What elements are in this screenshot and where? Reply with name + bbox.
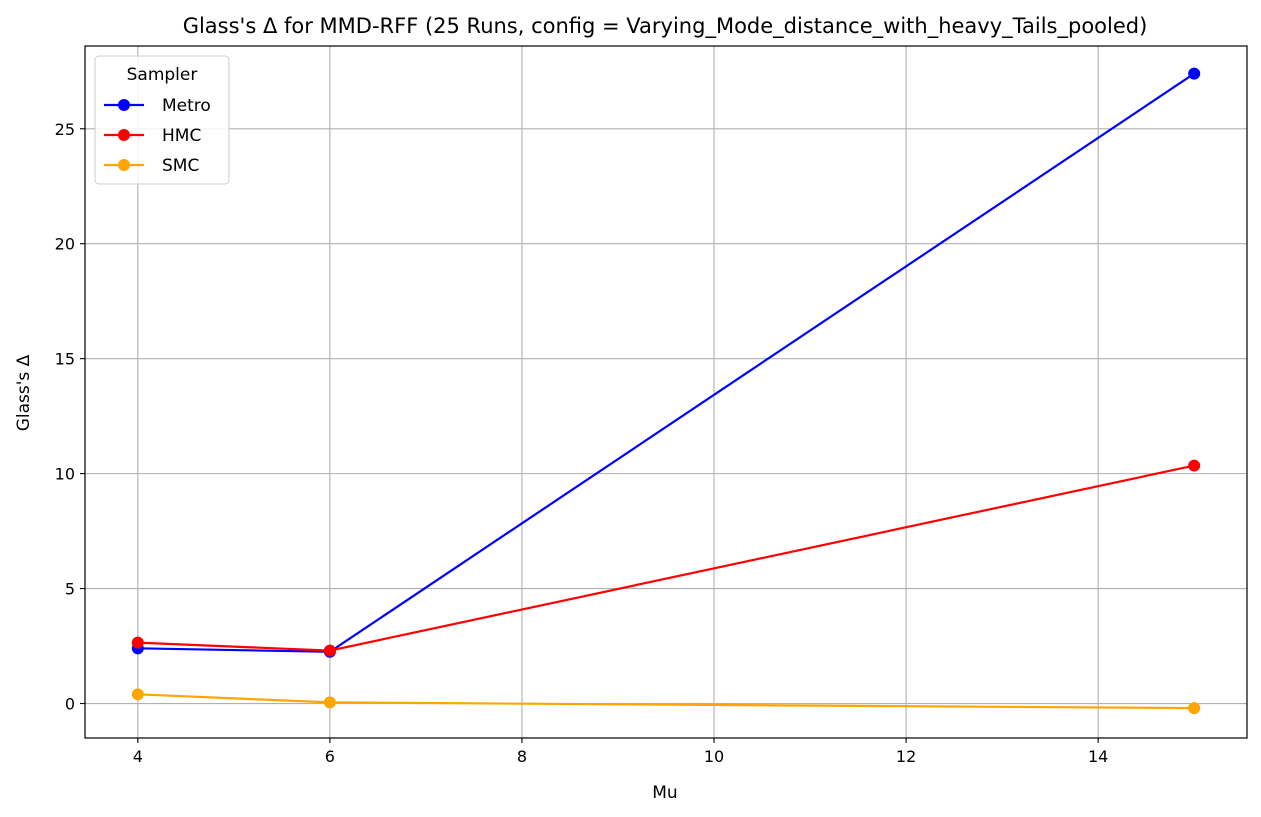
data-point-hmc (323, 644, 336, 657)
grid-layer (85, 46, 1247, 738)
data-point-smc (1188, 702, 1201, 715)
data-point-hmc (131, 636, 144, 649)
y-tick-label: 10 (55, 465, 75, 484)
legend-box (94, 55, 230, 185)
x-tick-label: 14 (1088, 747, 1108, 766)
data-point-metro (1188, 67, 1201, 80)
y-axis-label: Glass's Δ (14, 354, 34, 431)
data-point-smc (323, 696, 336, 709)
y-tick-label: 20 (55, 235, 75, 254)
plot-frame (84, 45, 1248, 739)
data-point-smc (131, 688, 144, 701)
y-tick-label: 15 (55, 350, 75, 369)
y-tick-label: 0 (65, 695, 75, 714)
x-tick-label: 12 (896, 747, 916, 766)
series-layer (131, 67, 1201, 715)
x-tick-label: 4 (133, 747, 143, 766)
legend-label-hmc: HMC (162, 126, 201, 146)
x-axis-label: Mu (652, 783, 677, 803)
legend-marker-metro (118, 99, 130, 111)
legend-title: Sampler (127, 65, 198, 85)
tick-layer: 4 6 8 10 12 14 0 5 10 15 20 25 (55, 120, 1109, 766)
x-tick-label: 10 (704, 747, 724, 766)
legend-label-smc: SMC (162, 156, 199, 176)
y-tick-label: 25 (55, 120, 75, 139)
y-tick-label: 5 (65, 580, 75, 599)
data-point-hmc (1188, 459, 1201, 472)
chart-title: Glass's Δ for MMD-RFF (25 Runs, config =… (183, 14, 1148, 39)
legend-label-metro: Metro (162, 96, 211, 116)
legend-marker-smc (118, 159, 130, 171)
legend: Sampler Metro HMC SMC (94, 55, 230, 185)
legend-marker-hmc (118, 129, 130, 141)
x-tick-label: 6 (325, 747, 335, 766)
x-tick-label: 8 (517, 747, 527, 766)
